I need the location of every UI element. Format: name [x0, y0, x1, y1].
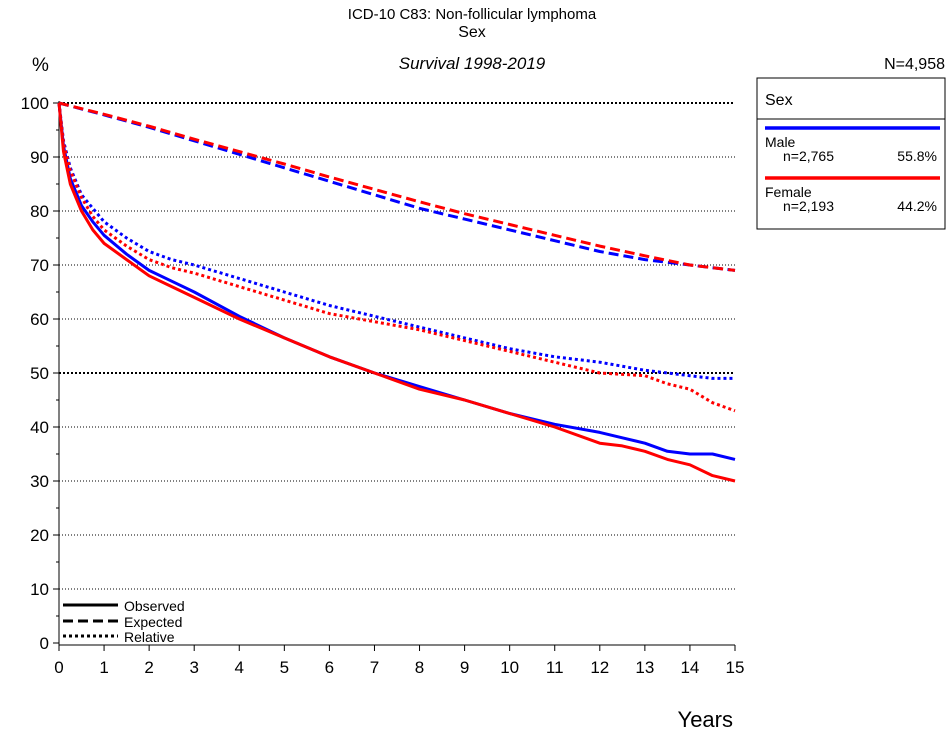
- y-tick-label: 90: [30, 148, 49, 167]
- y-tick-labels: 0 10 20 30 40 50 60 70 80 90 100: [21, 94, 49, 653]
- group-legend-title: Sex: [765, 92, 793, 109]
- x-tick-label: 3: [189, 658, 198, 677]
- x-tick-label: 10: [500, 658, 519, 677]
- line-style-legend: Observed Expected Relative: [63, 598, 185, 645]
- survival-series: [57, 101, 736, 483]
- y-tick-label: 80: [30, 202, 49, 221]
- x-tick-label: 0: [54, 658, 63, 677]
- group-legend: Sex Male n=2,765 55.8% Female n=2,193 44…: [756, 77, 946, 230]
- y-tick-label: 0: [40, 634, 49, 653]
- x-tick-label: 13: [635, 658, 654, 677]
- chart-title-line1: ICD-10 C83: Non-follicular lymphoma: [348, 6, 597, 23]
- chart-subtitle: Survival 1998-2019: [399, 54, 546, 73]
- y-tick-label: 70: [30, 256, 49, 275]
- female-label: Female: [765, 184, 812, 200]
- x-tick-label: 8: [415, 658, 424, 677]
- series-female-expected: [58, 101, 736, 272]
- y-tick-label: 40: [30, 418, 49, 437]
- expected-label: Expected: [124, 614, 182, 630]
- x-tick-label: 9: [460, 658, 469, 677]
- x-axis-label: Years: [678, 707, 733, 731]
- female-n: n=2,193: [783, 198, 834, 214]
- x-tick-label: 1: [99, 658, 108, 677]
- x-tick-label: 2: [144, 658, 153, 677]
- y-tick-label: 20: [30, 526, 49, 545]
- series-female-relative: [57, 102, 736, 413]
- male-n: n=2,765: [783, 148, 834, 164]
- y-tick-label: 10: [30, 580, 49, 599]
- male-label: Male: [765, 134, 796, 150]
- series-male-expected: [58, 101, 736, 272]
- total-n-label: N=4,958: [884, 56, 945, 73]
- male-pct: 55.8%: [897, 148, 937, 164]
- series-female-observed: [57, 102, 736, 483]
- x-tick-label: 6: [325, 658, 334, 677]
- x-tick-label: 14: [680, 658, 699, 677]
- y-tick-label: 30: [30, 472, 49, 491]
- chart-title-line2: Sex: [458, 24, 486, 41]
- relative-label: Relative: [124, 629, 175, 645]
- x-tick-label: 7: [370, 658, 379, 677]
- axes: [53, 101, 736, 651]
- y-tick-label: 50: [30, 364, 49, 383]
- grid-lines: [59, 102, 735, 590]
- y-tick-label: 100: [21, 94, 49, 113]
- x-tick-label: 15: [726, 658, 745, 677]
- x-tick-label: 12: [590, 658, 609, 677]
- group-legend-box: [756, 77, 946, 230]
- series-male-relative: [57, 102, 735, 380]
- x-tick-label: 5: [280, 658, 289, 677]
- y-tick-label: 60: [30, 310, 49, 329]
- female-pct: 44.2%: [897, 198, 937, 214]
- x-tick-label: 11: [546, 658, 564, 677]
- y-axis-unit: %: [32, 55, 49, 76]
- x-tick-labels: 0 1 2 3 4 5 6 7 8 9 10 11 12 13 14 15: [54, 658, 744, 677]
- observed-label: Observed: [124, 598, 185, 614]
- x-tick-label: 4: [235, 658, 244, 677]
